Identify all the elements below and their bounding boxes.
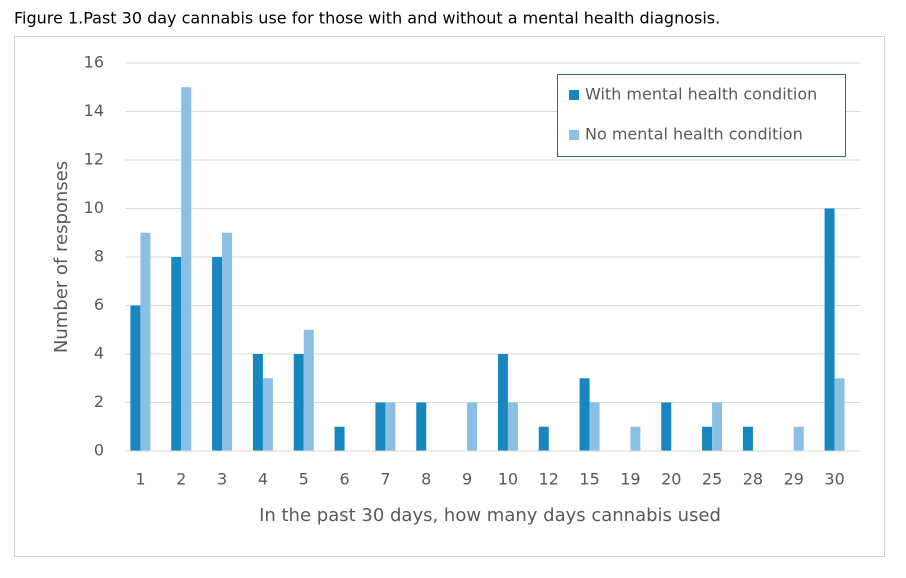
bar xyxy=(589,402,600,451)
bar xyxy=(262,378,273,451)
y-tick-label: 14 xyxy=(84,101,104,120)
bar xyxy=(375,402,386,451)
x-tick-label: 28 xyxy=(743,470,763,489)
bar xyxy=(171,257,182,451)
x-tick-label: 5 xyxy=(299,470,309,489)
x-tick-label: 20 xyxy=(661,470,681,489)
bar xyxy=(702,426,713,451)
bar xyxy=(385,402,396,451)
x-axis-title: In the past 30 days, how many days canna… xyxy=(259,505,721,526)
y-tick-label: 10 xyxy=(84,198,104,217)
x-tick-label: 9 xyxy=(462,470,472,489)
chart-border xyxy=(14,36,885,557)
x-tick-label: 29 xyxy=(784,470,804,489)
legend-swatch xyxy=(569,90,579,100)
x-tick-label: 3 xyxy=(217,470,227,489)
bar xyxy=(712,402,723,451)
bar xyxy=(222,232,233,451)
bar xyxy=(793,426,804,451)
x-tick-label: 30 xyxy=(824,470,844,489)
x-tick-label: 7 xyxy=(380,470,390,489)
bar xyxy=(742,426,753,451)
y-tick-label: 2 xyxy=(94,392,104,411)
y-tick-label: 4 xyxy=(94,344,104,363)
chart-title: Figure 1.Past 30 day cannabis use for th… xyxy=(14,9,720,28)
x-tick-label: 25 xyxy=(702,470,722,489)
bar xyxy=(834,378,845,451)
bar xyxy=(507,402,518,451)
bar xyxy=(467,402,478,451)
x-tick-label: 12 xyxy=(539,470,559,489)
bar xyxy=(538,426,549,451)
bar xyxy=(416,402,427,451)
bar xyxy=(181,87,192,451)
legend-label: With mental health condition xyxy=(585,85,817,104)
bar xyxy=(334,426,345,451)
x-tick-label: 6 xyxy=(339,470,349,489)
bar xyxy=(497,354,508,451)
bar xyxy=(293,354,304,451)
y-axis-title: Number of responses xyxy=(51,161,72,353)
bar xyxy=(630,426,641,451)
x-tick-label: 15 xyxy=(579,470,599,489)
y-tick-label: 16 xyxy=(84,53,104,72)
y-tick-label: 0 xyxy=(94,441,104,460)
bar xyxy=(661,402,672,451)
bar xyxy=(579,378,590,451)
bar xyxy=(130,305,141,451)
bar xyxy=(140,232,151,451)
legend-swatch xyxy=(569,130,579,140)
legend-box xyxy=(557,74,846,157)
x-tick-label: 10 xyxy=(498,470,518,489)
x-tick-label: 1 xyxy=(135,470,145,489)
bar xyxy=(212,257,223,451)
x-tick-label: 19 xyxy=(620,470,640,489)
bar xyxy=(303,329,314,451)
x-tick-label: 8 xyxy=(421,470,431,489)
y-tick-label: 8 xyxy=(94,247,104,266)
y-tick-label: 12 xyxy=(84,150,104,169)
bar xyxy=(824,208,835,451)
y-tick-label: 6 xyxy=(94,295,104,314)
x-tick-label: 2 xyxy=(176,470,186,489)
legend-label: No mental health condition xyxy=(585,125,803,144)
x-tick-label: 4 xyxy=(258,470,268,489)
bar xyxy=(252,354,263,451)
